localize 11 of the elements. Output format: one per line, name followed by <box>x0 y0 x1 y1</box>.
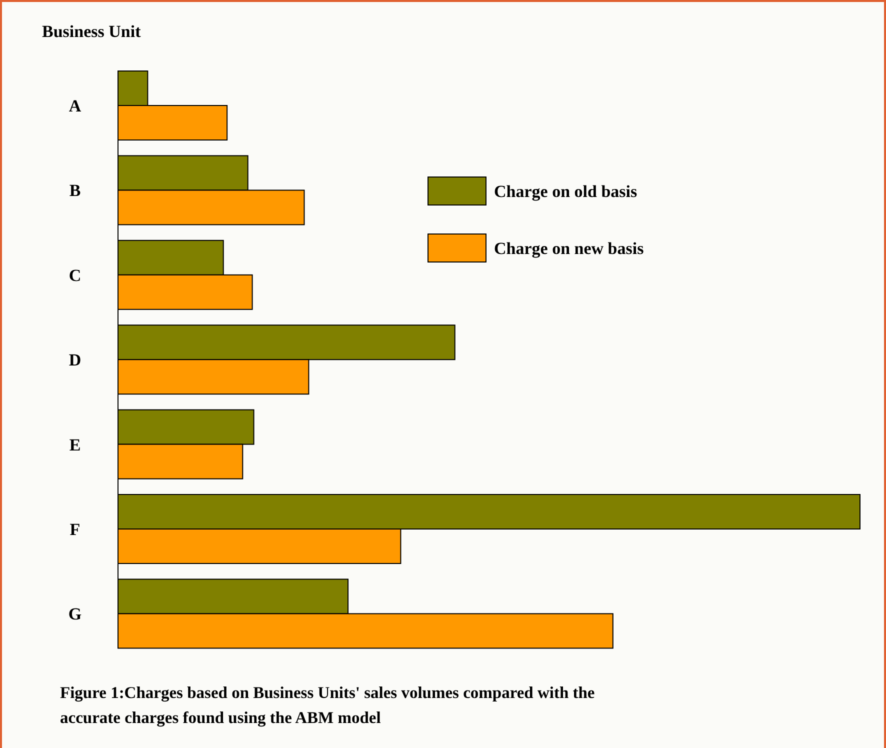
y-tick-label: C <box>68 266 82 285</box>
legend-label: Charge on new basis <box>494 239 644 258</box>
y-tick-label: B <box>69 181 81 200</box>
y-tick-label: A <box>68 96 82 116</box>
y-tick-label: F <box>70 520 80 539</box>
y-tick-label: G <box>68 604 82 624</box>
caption: Figure 1:Charges based on Business Units' sales volumes compared with the accurate charges found using the ABM model <box>60 683 595 727</box>
legend-label: Charge on old basis <box>494 182 638 201</box>
y-tick-label: E <box>69 435 81 454</box>
y-tick-label: D <box>68 350 82 370</box>
y-axis-title: Business Unit <box>42 22 142 41</box>
